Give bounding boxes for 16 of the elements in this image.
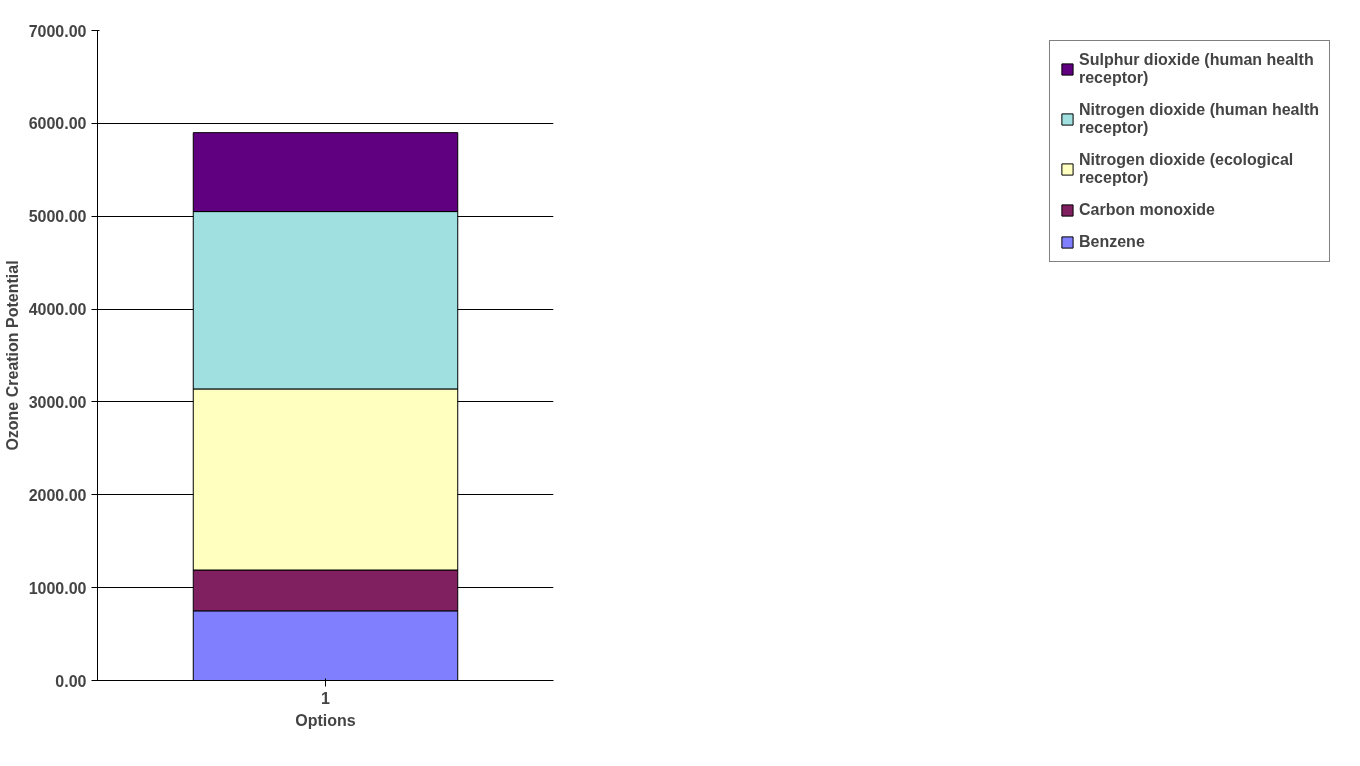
legend-label: Nitrogen dioxide (ecological receptor) — [1078, 151, 1294, 187]
y-tick-label: 4000.00 — [28, 301, 87, 319]
legend-label: Carbon monoxide — [1078, 201, 1215, 219]
y-tick-label: 3000.00 — [28, 393, 87, 411]
x-tick-label: 1 — [321, 689, 331, 707]
y-axis-title: Ozone Creation Potential — [3, 260, 21, 451]
y-tick-label: 0.00 — [55, 672, 87, 690]
x-axis-title: Options — [295, 711, 356, 729]
legend-label: Sulphur dioxide (human health receptor) — [1078, 51, 1314, 87]
y-tick-label: 7000.00 — [28, 22, 87, 40]
legend-label: Benzene — [1078, 233, 1145, 251]
y-tick-label: 5000.00 — [28, 208, 87, 226]
y-tick-label: 6000.00 — [28, 115, 87, 133]
legend-label: Nitrogen dioxide (human health receptor) — [1078, 101, 1319, 137]
y-tick-label: 1000.00 — [28, 579, 87, 597]
y-tick-label: 2000.00 — [28, 486, 87, 504]
